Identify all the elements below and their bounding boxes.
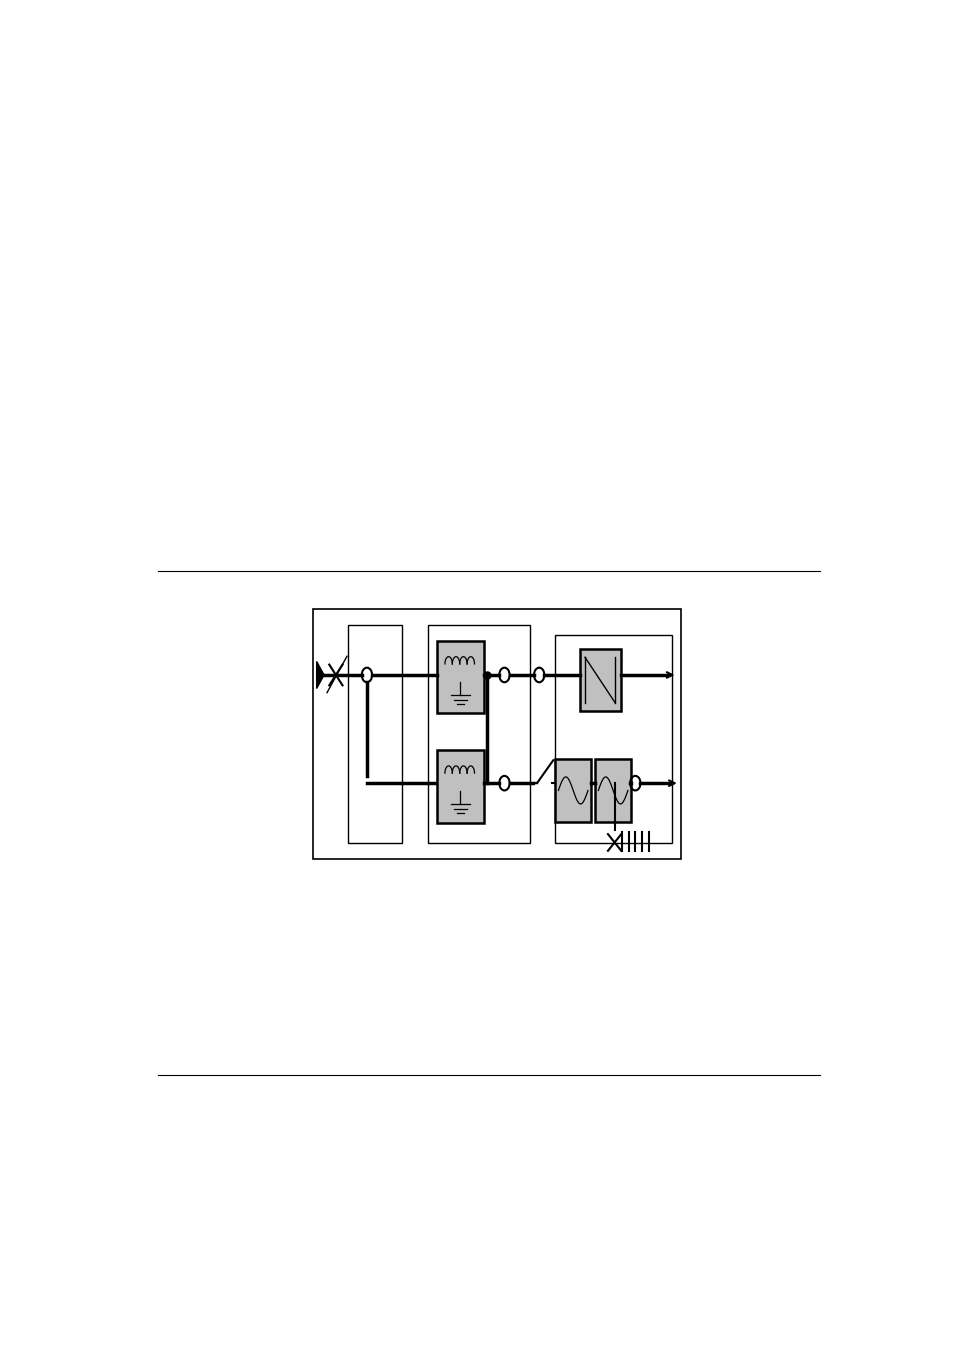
Bar xyxy=(313,609,680,859)
Bar xyxy=(436,750,483,823)
Bar xyxy=(436,640,483,713)
Polygon shape xyxy=(316,662,324,689)
Bar xyxy=(579,648,619,712)
Bar xyxy=(595,759,630,821)
Bar xyxy=(348,626,401,843)
Bar xyxy=(555,635,672,843)
Bar xyxy=(555,759,590,821)
Bar xyxy=(428,626,530,843)
